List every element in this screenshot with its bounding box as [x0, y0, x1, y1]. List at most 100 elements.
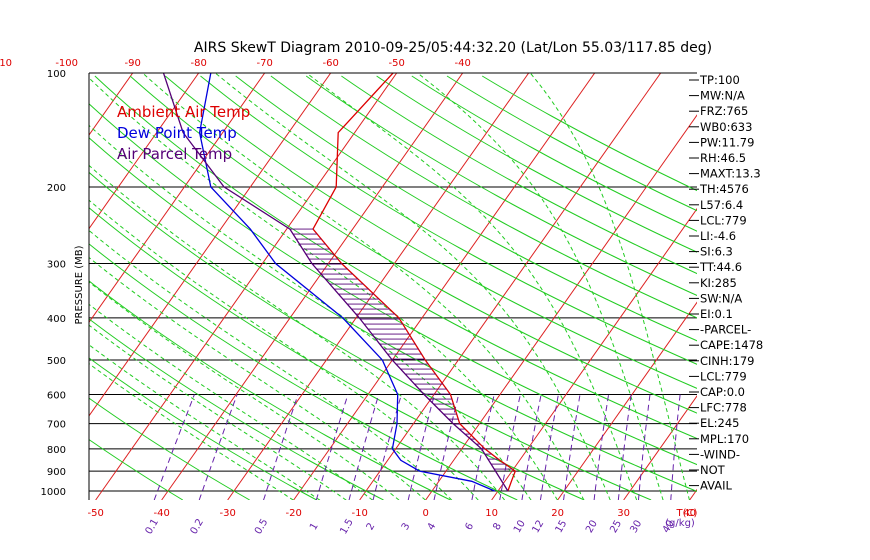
pressure-tick-label: 600: [47, 390, 66, 401]
isotherm-line: [491, 490, 499, 500]
isotherm-line: [563, 301, 697, 492]
isotherm-line: [557, 490, 565, 500]
mixing-ratio-line: [198, 394, 238, 500]
moist-adiabat-line: [89, 281, 400, 500]
isotherm-line: [95, 490, 103, 500]
stat-label: PW:11.79: [700, 135, 754, 149]
bottom-axis-unit-label: T(C): [676, 508, 698, 519]
top-temp-tick-label: -110: [0, 58, 12, 69]
legend: Ambient Air Temp Dew Point Temp Air Parcel…: [117, 103, 250, 163]
bottom-temp-tick-label: 10: [485, 508, 498, 519]
mixing-ratio-tick-label: 12: [530, 519, 546, 536]
mixing-ratio-line: [348, 394, 380, 500]
mixing-ratio-tick-label: 15: [554, 519, 570, 536]
mixing-ratio-tick-label: 0.1: [144, 517, 161, 536]
dry-adiabat-line: [411, 75, 697, 232]
stat-label: EI:0.1: [700, 307, 733, 321]
isotherm-line: [431, 114, 697, 492]
stat-label: TH:4576: [699, 182, 749, 196]
stat-label: CINH:179: [700, 354, 755, 368]
stat-label: LCL:779: [700, 369, 747, 383]
bottom-temp-tick-label: -30: [219, 508, 235, 519]
isotherm-line: [167, 73, 464, 492]
mixing-ratio-tick-label: 8: [491, 521, 504, 532]
dry-adiabat-line: [270, 75, 697, 319]
isotherm-line: [293, 490, 301, 500]
pressure-tick-label: 900: [47, 467, 66, 478]
top-temp-tick-label: -60: [323, 58, 339, 69]
isotherm-line: [756, 491, 762, 500]
pressure-tick-label: 500: [47, 356, 66, 367]
stat-label: EL:245: [700, 416, 740, 430]
stat-label: CAPE:1478: [700, 338, 763, 352]
pressure-tick-label: 100: [47, 69, 66, 80]
stat-label: LFC:778: [700, 401, 747, 415]
dry-adiabat-line: [89, 171, 652, 500]
dry-adiabat-line: [129, 75, 697, 414]
top-temp-tick-label: -40: [455, 58, 471, 69]
mixing-ratio-line: [471, 394, 495, 500]
moist-adiabat-line: [214, 73, 611, 500]
stat-label: CAP:0.0: [700, 385, 745, 399]
top-temp-tick-label: -50: [389, 58, 405, 69]
bottom-temp-tick-label: 30: [617, 508, 630, 519]
mixing-ratio-line: [563, 394, 581, 500]
dry-adiabat-line: [89, 243, 518, 500]
dry-adiabat-line: [446, 75, 697, 212]
isotherm-line: [828, 73, 870, 491]
moist-adiabat-line: [89, 344, 321, 500]
moist-adiabat-line: [89, 303, 373, 500]
stat-label: SI:6.3: [700, 245, 733, 259]
moist-adiabat-line: [89, 256, 426, 500]
mixing-ratio-tick-label: 0.5: [253, 517, 270, 536]
moist-adiabat-line: [89, 229, 453, 500]
moist-adiabat-line: [305, 73, 638, 500]
pressure-tick-label: 300: [47, 260, 66, 271]
mixing-ratio-tick-label: 25: [608, 518, 624, 535]
stat-label: KI:285: [700, 276, 737, 290]
isotherm-line: [689, 490, 697, 500]
axis-labels: 1000900800700600500400300200100-120-110-…: [0, 58, 698, 536]
mixing-ratio-line: [638, 394, 651, 500]
series-dew-point-temp: [198, 73, 495, 492]
pressure-tick-label: 700: [47, 420, 66, 431]
bottom-temp-tick-label: 0: [422, 508, 428, 519]
isotherm-line: [89, 73, 200, 230]
stat-label: LI:-4.6: [700, 229, 736, 243]
moist-adiabat-line: [416, 73, 664, 500]
mixing-ratio-line: [315, 394, 349, 500]
isotherm-line: [161, 490, 169, 500]
legend-entry: Ambient Air Temp: [117, 103, 250, 121]
dry-adiabat-line: [200, 75, 697, 365]
dry-adiabat-line: [164, 75, 697, 389]
top-temp-tick-label: -90: [125, 58, 141, 69]
mixing-ratio-tick-label: 4: [426, 521, 439, 532]
isotherm-line: [629, 395, 697, 492]
moist-adiabat-line: [89, 164, 506, 500]
mixing-ratio-line: [433, 394, 460, 500]
stat-label: NOT: [700, 463, 726, 477]
isotherm-line: [227, 490, 235, 500]
moist-adiabat-line: [89, 363, 294, 500]
dry-adiabat-line: [305, 75, 697, 297]
mixing-ratio-line: [521, 394, 542, 500]
isotherm-line: [359, 490, 367, 500]
isotherm-line: [89, 73, 332, 417]
legend-entry: Air Parcel Temp: [117, 145, 232, 163]
mixing-ratio-tick-label: 6: [464, 521, 477, 532]
y-axis-label: PRESSURE (MB): [74, 245, 85, 324]
isotherm-line: [425, 490, 433, 500]
dry-adiabat-line: [376, 75, 697, 253]
top-temp-tick-label: -100: [55, 58, 78, 69]
dry-adiabat-line: [89, 137, 697, 492]
mixing-ratio-tick-label: 20: [584, 519, 600, 536]
dry-adiabat-line: [235, 75, 697, 342]
dry-adiabat-line: [481, 75, 697, 192]
stat-label: MAXT:13.3: [700, 167, 761, 181]
isotherm-line: [623, 490, 631, 500]
data-marks: [162, 73, 517, 492]
mixing-ratio-line: [407, 394, 435, 500]
isotherm-line: [0, 73, 1, 491]
mixing-ratio-line: [593, 394, 610, 500]
